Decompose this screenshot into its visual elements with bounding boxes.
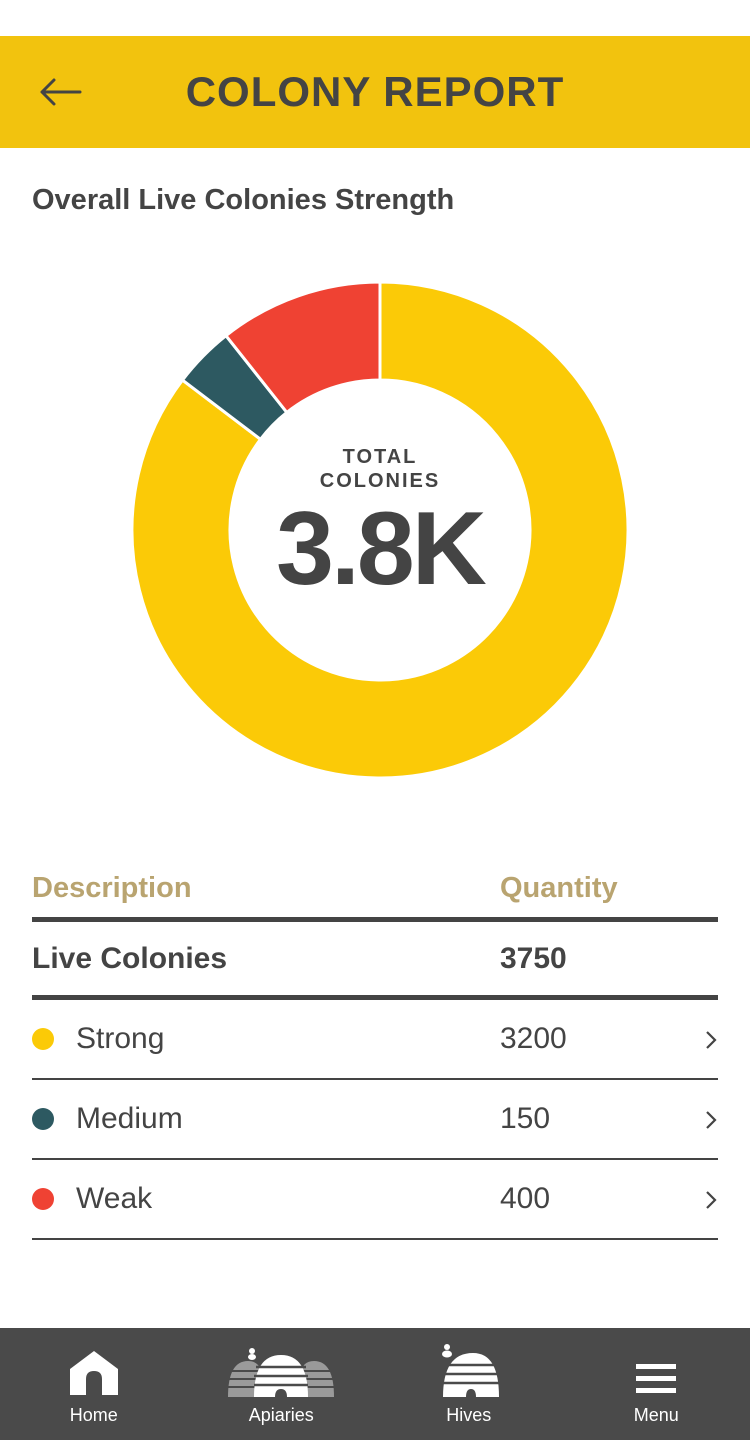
colony-strength-donut-chart: [130, 280, 630, 780]
chart-section-title: Overall Live Colonies Strength: [32, 184, 455, 216]
row-quantity: 150: [500, 1102, 551, 1135]
tab-menu[interactable]: Menu: [563, 1328, 750, 1440]
row-label: Medium: [76, 1102, 183, 1135]
row-label: Live Colonies: [32, 941, 228, 975]
hamburger-menu-icon: [636, 1364, 677, 1393]
app-header: COLONY REPORT: [0, 36, 750, 148]
strong-color-dot: [32, 1028, 54, 1050]
tab-home[interactable]: Home: [0, 1328, 188, 1440]
column-header-description: Description: [32, 872, 192, 904]
table-row-weak[interactable]: Weak 400: [32, 1160, 718, 1240]
tab-label: Apiaries: [248, 1405, 314, 1425]
row-label: Weak: [76, 1182, 153, 1215]
back-button[interactable]: [36, 72, 84, 112]
chevron-right-icon: [706, 1031, 717, 1049]
colony-table: Description Quantity Live Colonies 3750 …: [32, 860, 718, 1240]
tab-label: Home: [69, 1405, 118, 1425]
row-quantity: 400: [500, 1182, 551, 1215]
row-quantity: 3200: [500, 1022, 567, 1055]
table-header: Description Quantity: [32, 860, 718, 922]
page-title: COLONY REPORT: [185, 68, 565, 115]
tab-apiaries[interactable]: Apiaries: [188, 1328, 376, 1440]
medium-color-dot: [32, 1108, 54, 1130]
donut-slice-strong: [130, 280, 630, 780]
arrow-left-icon: [40, 78, 82, 106]
table-row-live-colonies: Live Colonies 3750: [32, 922, 718, 1000]
table-row-medium[interactable]: Medium 150: [32, 1080, 718, 1160]
weak-color-dot: [32, 1188, 54, 1210]
chevron-right-icon: [706, 1191, 717, 1209]
chevron-right-icon: [706, 1111, 717, 1129]
tab-label: Hives: [446, 1405, 492, 1425]
table-row-strong[interactable]: Strong 3200: [32, 1000, 718, 1080]
row-quantity: 3750: [500, 941, 567, 975]
tab-label: Menu: [633, 1405, 679, 1425]
home-icon: [69, 1351, 118, 1395]
bottom-tab-bar: Home Apiaries: [0, 1328, 750, 1440]
row-label: Strong: [76, 1022, 165, 1055]
tab-hives[interactable]: Hives: [375, 1328, 563, 1440]
donut-slice-weak: [223, 280, 382, 415]
hive-icon: [441, 1344, 499, 1397]
column-header-quantity: Quantity: [500, 872, 618, 904]
apiaries-icon: [228, 1348, 335, 1397]
